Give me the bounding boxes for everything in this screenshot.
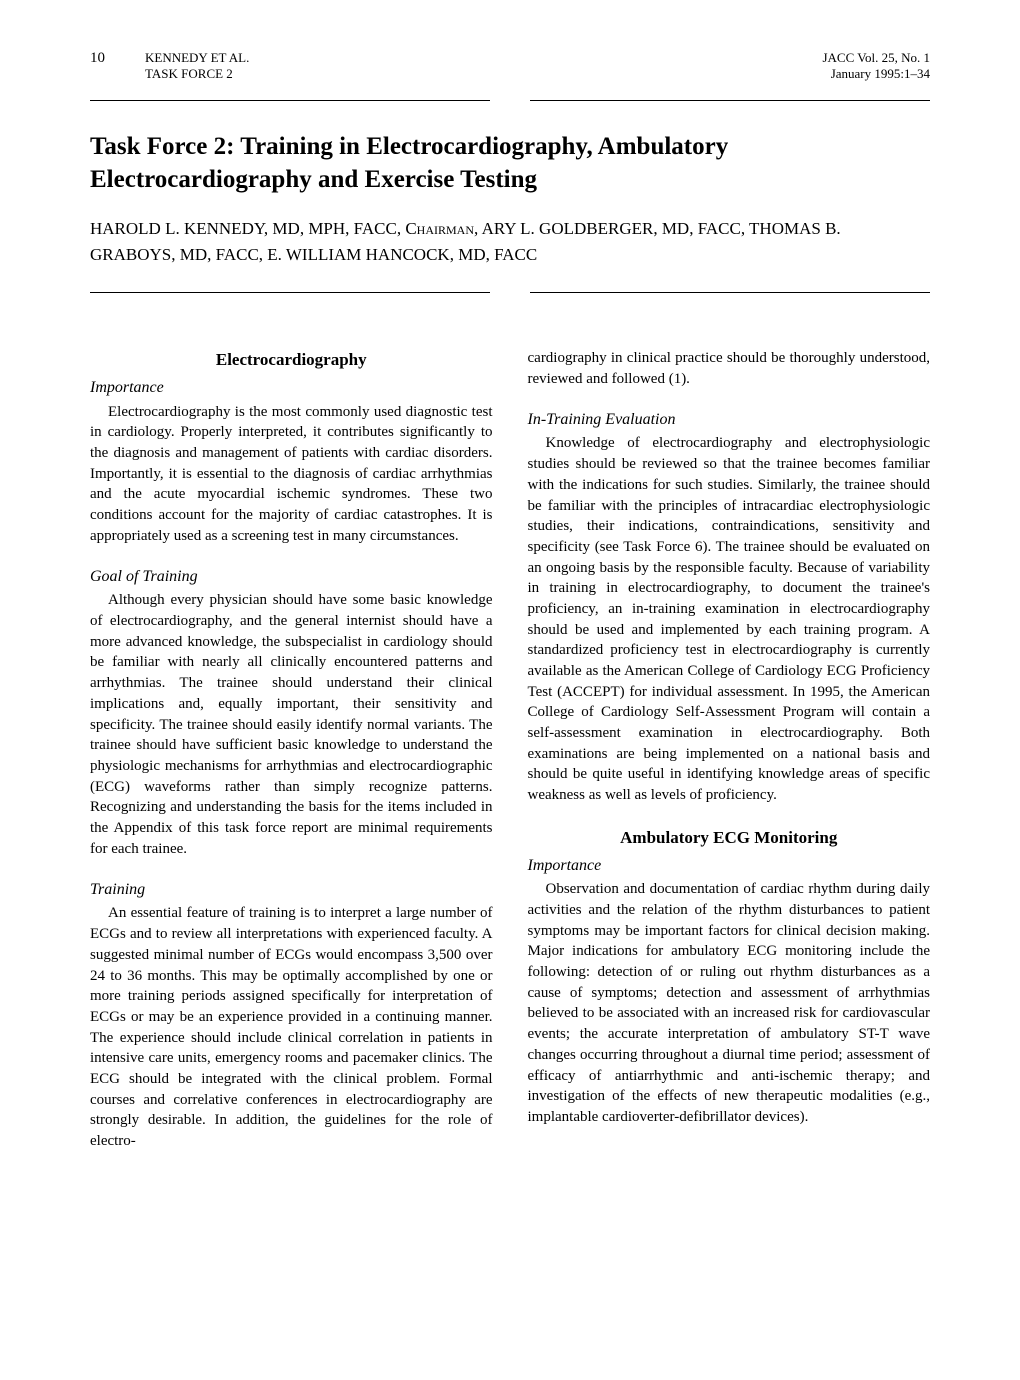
header-date: January 1995:1–34 xyxy=(822,66,930,82)
header-taskforce: TASK FORCE 2 xyxy=(145,66,249,82)
subhead-training: Training xyxy=(90,879,493,901)
para-importance: Electrocardiography is the most commonly… xyxy=(90,402,493,547)
page-container: 10 KENNEDY ET AL. TASK FORCE 2 JACC Vol.… xyxy=(0,0,1020,1380)
two-column-body: Electrocardiography Importance Electroca… xyxy=(90,348,930,1152)
page-number: 10 xyxy=(90,50,105,82)
subhead-importance-2: Importance xyxy=(528,855,931,877)
header-journal: JACC Vol. 25, No. 1 xyxy=(822,50,930,66)
column-left: Electrocardiography Importance Electroca… xyxy=(90,348,493,1152)
subhead-importance: Importance xyxy=(90,377,493,399)
article-title: Task Force 2: Training in Electrocardiog… xyxy=(90,131,930,196)
para-continuation: cardiography in clinical practice should… xyxy=(528,348,931,389)
heading-electrocardiography: Electrocardiography xyxy=(90,348,493,371)
header-left-text: KENNEDY ET AL. TASK FORCE 2 xyxy=(145,50,249,82)
header-authors: KENNEDY ET AL. xyxy=(145,50,249,66)
authors-part1: HAROLD L. KENNEDY, MD, MPH, FACC, xyxy=(90,219,405,238)
column-right: cardiography in clinical practice should… xyxy=(528,348,931,1152)
header-left: 10 KENNEDY ET AL. TASK FORCE 2 xyxy=(90,50,249,82)
heading-ambulatory: Ambulatory ECG Monitoring xyxy=(528,826,931,849)
para-ambulatory: Observation and documentation of cardiac… xyxy=(528,879,931,1127)
subhead-goal: Goal of Training xyxy=(90,566,493,588)
para-intraining: Knowledge of electrocardiography and ele… xyxy=(528,433,931,805)
running-header: 10 KENNEDY ET AL. TASK FORCE 2 JACC Vol.… xyxy=(90,50,930,82)
para-training: An essential feature of training is to i… xyxy=(90,903,493,1151)
subhead-intraining: In-Training Evaluation xyxy=(528,409,931,431)
chairman-label: Chairman xyxy=(405,219,474,238)
rule-mid xyxy=(90,292,930,293)
header-right: JACC Vol. 25, No. 1 January 1995:1–34 xyxy=(822,50,930,82)
rule-top xyxy=(90,100,930,101)
author-line: HAROLD L. KENNEDY, MD, MPH, FACC, Chairm… xyxy=(90,216,930,267)
para-goal: Although every physician should have som… xyxy=(90,590,493,859)
